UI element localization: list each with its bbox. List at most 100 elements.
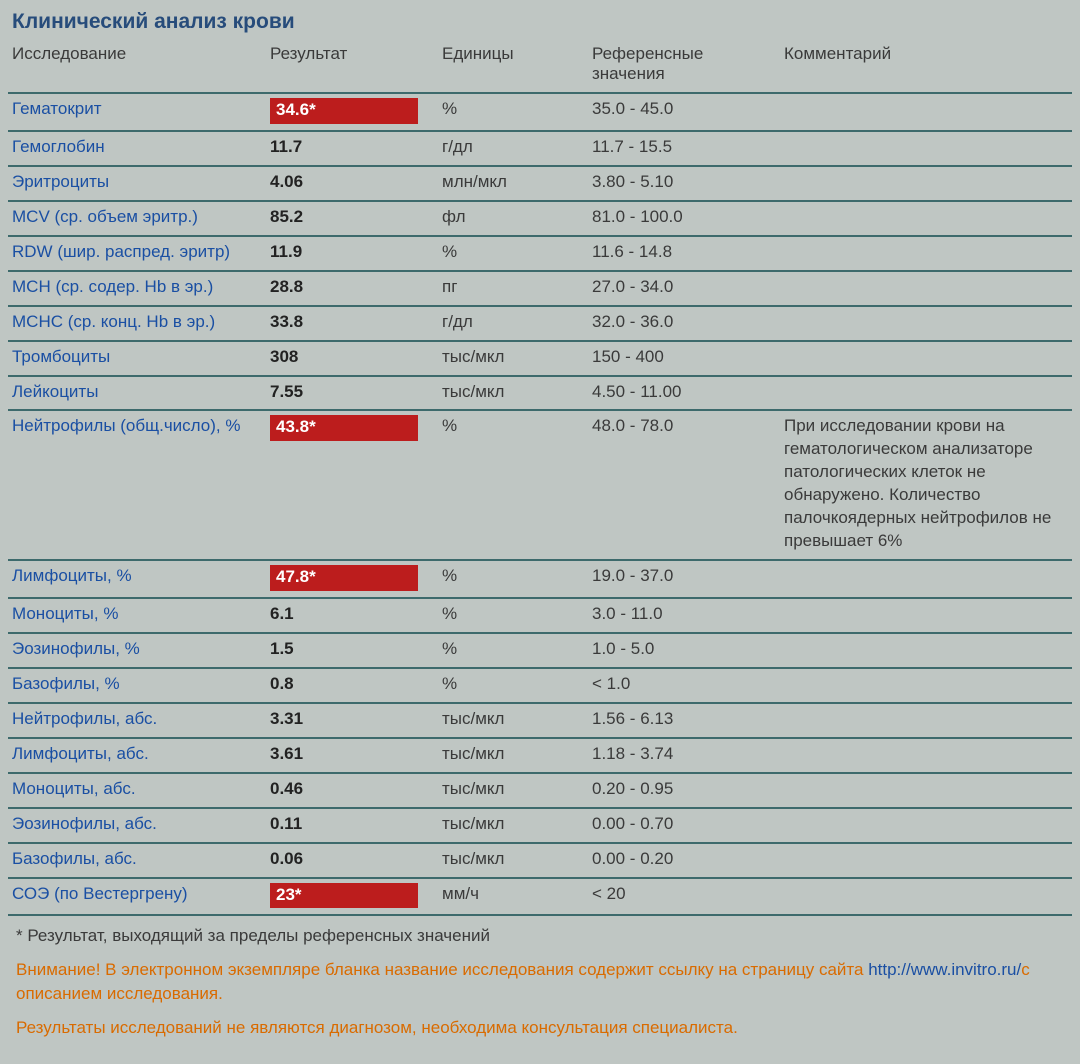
test-name[interactable]: СОЭ (по Вестергрену) — [8, 878, 266, 916]
test-name[interactable]: Эозинофилы, % — [8, 633, 266, 668]
test-reference: 48.0 - 78.0 — [588, 410, 780, 560]
test-units: % — [438, 598, 588, 633]
table-row: Базофилы, %0.8%< 1.0 — [8, 668, 1072, 703]
result-flagged: 47.8* — [270, 565, 418, 591]
test-units: тыс/мкл — [438, 376, 588, 411]
test-result: 34.6* — [266, 93, 438, 131]
test-result: 4.06 — [266, 166, 438, 201]
test-name[interactable]: Тромбоциты — [8, 341, 266, 376]
test-units: % — [438, 236, 588, 271]
test-name[interactable]: Нейтрофилы, абс. — [8, 703, 266, 738]
attention-note: Внимание! В электронном экземпляре бланк… — [8, 952, 1072, 1012]
test-name[interactable]: Базофилы, абс. — [8, 843, 266, 878]
test-result: 1.5 — [266, 633, 438, 668]
test-units: фл — [438, 201, 588, 236]
test-result: 0.8 — [266, 668, 438, 703]
table-row: Гемоглобин11.7г/дл11.7 - 15.5 — [8, 131, 1072, 166]
test-result: 33.8 — [266, 306, 438, 341]
lab-report: Клинический анализ крови Исследование Ре… — [0, 0, 1080, 1064]
test-result: 7.55 — [266, 376, 438, 411]
test-result: 43.8* — [266, 410, 438, 560]
test-result: 47.8* — [266, 560, 438, 598]
disclaimer: Результаты исследований не являются диаг… — [8, 1012, 1072, 1044]
test-name[interactable]: Базофилы, % — [8, 668, 266, 703]
table-row: MCV (ср. объем эритр.)85.2фл81.0 - 100.0 — [8, 201, 1072, 236]
table-row: MCHC (ср. конц. Hb в эр.)33.8г/дл32.0 - … — [8, 306, 1072, 341]
test-reference: 1.56 - 6.13 — [588, 703, 780, 738]
test-result: 3.31 — [266, 703, 438, 738]
table-row: Нейтрофилы, абс.3.31тыс/мкл1.56 - 6.13 — [8, 703, 1072, 738]
table-row: MCH (ср. содер. Hb в эр.)28.8пг27.0 - 34… — [8, 271, 1072, 306]
test-units: тыс/мкл — [438, 703, 588, 738]
test-reference: 27.0 - 34.0 — [588, 271, 780, 306]
results-table: Исследование Результат Единицы Референсн… — [8, 40, 1072, 916]
test-reference: 0.00 - 0.20 — [588, 843, 780, 878]
test-result: 23* — [266, 878, 438, 916]
col-ref: Референсные значения — [588, 40, 780, 93]
test-comment — [780, 773, 1072, 808]
test-reference: 32.0 - 36.0 — [588, 306, 780, 341]
test-comment — [780, 633, 1072, 668]
test-comment — [780, 668, 1072, 703]
test-name[interactable]: Гемоглобин — [8, 131, 266, 166]
result-flagged: 23* — [270, 883, 418, 909]
table-body: Гематокрит34.6*%35.0 - 45.0Гемоглобин11.… — [8, 93, 1072, 915]
test-comment — [780, 843, 1072, 878]
test-units: тыс/мкл — [438, 773, 588, 808]
table-row: Моноциты, %6.1%3.0 - 11.0 — [8, 598, 1072, 633]
test-units: % — [438, 560, 588, 598]
test-name[interactable]: Эритроциты — [8, 166, 266, 201]
test-reference: 4.50 - 11.00 — [588, 376, 780, 411]
test-units: % — [438, 410, 588, 560]
test-reference: 35.0 - 45.0 — [588, 93, 780, 131]
test-name[interactable]: Моноциты, % — [8, 598, 266, 633]
test-name[interactable]: MCH (ср. содер. Hb в эр.) — [8, 271, 266, 306]
table-row: Гематокрит34.6*%35.0 - 45.0 — [8, 93, 1072, 131]
test-result: 3.61 — [266, 738, 438, 773]
test-name[interactable]: MCHC (ср. конц. Hb в эр.) — [8, 306, 266, 341]
test-reference: 150 - 400 — [588, 341, 780, 376]
test-reference: 3.0 - 11.0 — [588, 598, 780, 633]
attention-link[interactable]: http://www.invitro.ru/ — [868, 960, 1021, 979]
test-units: тыс/мкл — [438, 341, 588, 376]
test-name[interactable]: Лейкоциты — [8, 376, 266, 411]
report-title: Клинический анализ крови — [8, 6, 1072, 40]
test-reference: 1.18 - 3.74 — [588, 738, 780, 773]
test-comment — [780, 376, 1072, 411]
test-units: г/дл — [438, 306, 588, 341]
test-units: тыс/мкл — [438, 843, 588, 878]
test-name[interactable]: MCV (ср. объем эритр.) — [8, 201, 266, 236]
col-result: Результат — [266, 40, 438, 93]
test-name[interactable]: Моноциты, абс. — [8, 773, 266, 808]
test-name[interactable]: RDW (шир. распред. эритр) — [8, 236, 266, 271]
test-name[interactable]: Лимфоциты, абс. — [8, 738, 266, 773]
test-reference: 11.6 - 14.8 — [588, 236, 780, 271]
test-comment — [780, 131, 1072, 166]
test-reference: < 1.0 — [588, 668, 780, 703]
test-name[interactable]: Нейтрофилы (общ.число), % — [8, 410, 266, 560]
test-name[interactable]: Гематокрит — [8, 93, 266, 131]
test-units: пг — [438, 271, 588, 306]
table-row: Эозинофилы, %1.5%1.0 - 5.0 — [8, 633, 1072, 668]
test-comment — [780, 271, 1072, 306]
test-units: млн/мкл — [438, 166, 588, 201]
test-result: 308 — [266, 341, 438, 376]
table-row: Тромбоциты308тыс/мкл150 - 400 — [8, 341, 1072, 376]
test-result: 11.7 — [266, 131, 438, 166]
test-reference: < 20 — [588, 878, 780, 916]
test-units: тыс/мкл — [438, 738, 588, 773]
test-comment — [780, 166, 1072, 201]
test-result: 28.8 — [266, 271, 438, 306]
test-name[interactable]: Лимфоциты, % — [8, 560, 266, 598]
table-header-row: Исследование Результат Единицы Референсн… — [8, 40, 1072, 93]
test-comment — [780, 341, 1072, 376]
test-reference: 0.20 - 0.95 — [588, 773, 780, 808]
table-row: Моноциты, абс.0.46тыс/мкл0.20 - 0.95 — [8, 773, 1072, 808]
test-units: % — [438, 633, 588, 668]
footnote: * Результат, выходящий за пределы рефере… — [8, 916, 1072, 952]
test-name[interactable]: Эозинофилы, абс. — [8, 808, 266, 843]
test-reference: 0.00 - 0.70 — [588, 808, 780, 843]
table-row: RDW (шир. распред. эритр)11.9%11.6 - 14.… — [8, 236, 1072, 271]
table-row: Лейкоциты7.55тыс/мкл4.50 - 11.00 — [8, 376, 1072, 411]
test-reference: 19.0 - 37.0 — [588, 560, 780, 598]
